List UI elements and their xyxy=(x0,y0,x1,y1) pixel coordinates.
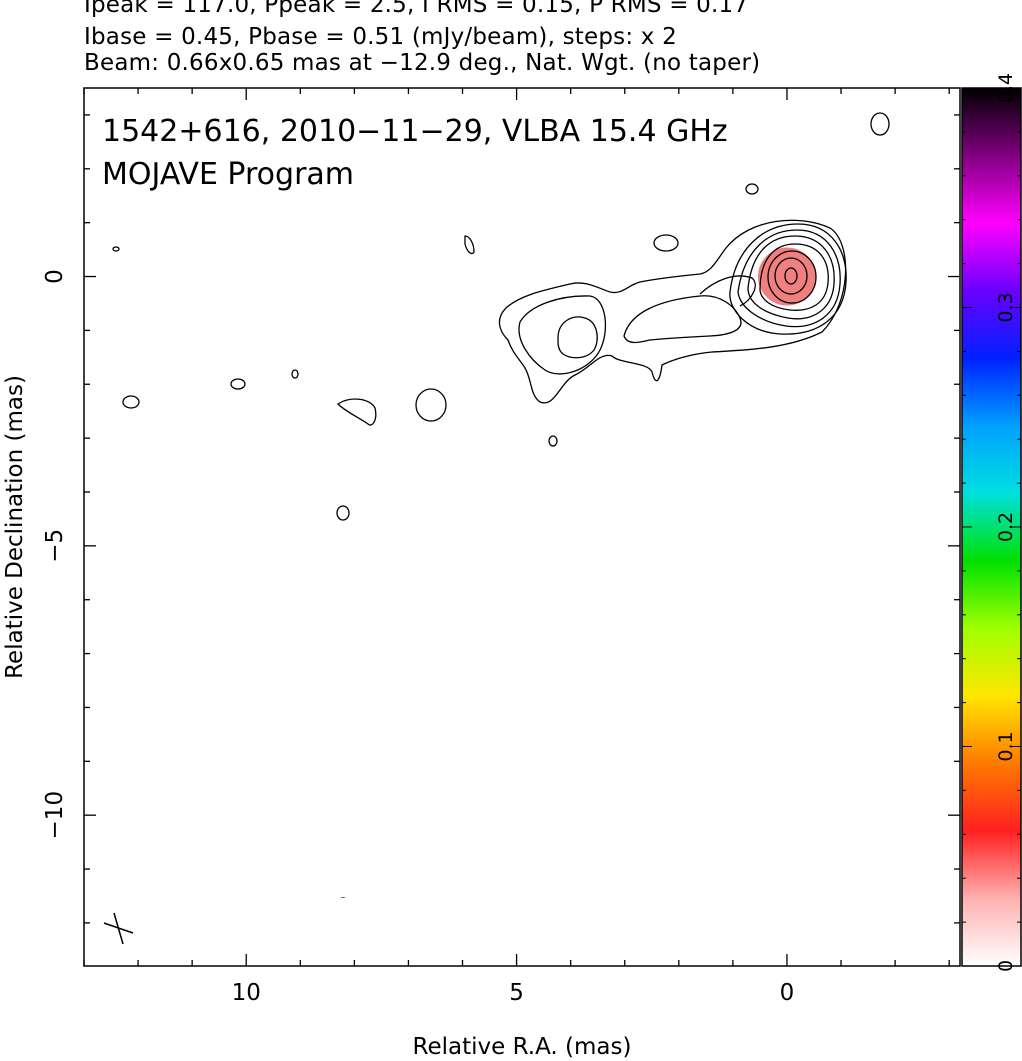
x-tick-label: 5 xyxy=(509,980,524,1006)
ghost-pol-tick xyxy=(795,648,812,673)
ghost-noise-contour xyxy=(882,818,900,827)
header-line-2: Ibase = 0.45, Pbase = 0.51 (mJy/beam), s… xyxy=(84,24,677,50)
y-tick-label: −10 xyxy=(42,791,68,840)
noise-contour xyxy=(548,435,558,447)
colorbar-tick-label: 0 xyxy=(995,960,1017,972)
plot-subtitle: MOJAVE Program xyxy=(102,157,354,192)
ghost-noise-contour xyxy=(465,613,474,631)
ghost-noise-contour xyxy=(549,813,557,823)
header-line-3: Beam: 0.66x0.65 mas at −12.9 deg., Nat. … xyxy=(84,50,761,76)
y-axis-label: Relative Declination (mas) xyxy=(2,375,28,679)
core-contour-3 xyxy=(767,250,817,304)
jet-outer-contour xyxy=(498,219,847,404)
colorbar-tick-label: 0.2 xyxy=(995,512,1017,542)
noise-contour xyxy=(230,378,246,390)
noise-contour xyxy=(291,369,299,379)
ghost-noise-contour xyxy=(654,612,678,628)
y-tick-label: −5 xyxy=(42,529,68,563)
core-contour-7 xyxy=(729,223,847,335)
ghost-core-contour xyxy=(773,636,809,672)
header-line-1: Ipeak = 117.0, Ppeak = 2.5, I RMS = 0.15… xyxy=(84,0,749,18)
y-tick-label: 0 xyxy=(42,269,68,284)
x-tick-label: 10 xyxy=(232,980,261,1006)
ghost-noise-contour xyxy=(416,766,446,798)
noise-contour xyxy=(336,505,350,521)
ghost-noise-contour xyxy=(828,683,840,693)
x-axis-label: Relative R.A. (mas) xyxy=(413,1034,632,1060)
ghost-pol-tick xyxy=(772,645,782,660)
noise-contour xyxy=(464,235,475,255)
plot-frame xyxy=(83,87,961,967)
jet-inner-contour xyxy=(518,295,607,375)
jet-ridge-contour xyxy=(623,295,742,344)
beam-marker xyxy=(103,912,134,945)
ghost-pol-tick xyxy=(782,649,798,671)
ghost-pol-tick xyxy=(800,621,812,635)
noise-contour xyxy=(336,398,377,426)
core-contour-6 xyxy=(737,229,841,328)
ghost-core-contour xyxy=(765,630,817,680)
plot-title: 1542+616, 2010−11−29, VLBA 15.4 GHz xyxy=(102,114,728,149)
colorbar-tick-label: 0.1 xyxy=(995,731,1017,761)
noise-contour xyxy=(653,234,679,252)
noise-contour xyxy=(870,112,890,136)
noise-contour xyxy=(745,183,759,195)
colorbar-tick-label: 0.3 xyxy=(995,292,1017,322)
ghost-noise-contour xyxy=(344,773,376,802)
noise-contour xyxy=(112,246,120,252)
ghost-noise-contour xyxy=(231,756,245,766)
noise-contour xyxy=(415,388,447,422)
colorbar-tick-label: 0.4 xyxy=(995,73,1017,103)
ghost-core-contour xyxy=(785,646,797,662)
ghost-noise-contour xyxy=(340,897,346,898)
core-contour-2 xyxy=(774,257,808,295)
ghost-noise-contour xyxy=(292,747,298,755)
core-contour-4 xyxy=(759,243,829,311)
ghost-jet-contour xyxy=(499,597,845,780)
core-contour-5 xyxy=(747,235,835,320)
x-tick-label: 0 xyxy=(780,980,795,1006)
core-contour-1 xyxy=(784,267,798,285)
jet-knot-contour xyxy=(557,316,598,359)
jet-connector-contour xyxy=(699,275,756,307)
noise-contour xyxy=(122,395,140,409)
